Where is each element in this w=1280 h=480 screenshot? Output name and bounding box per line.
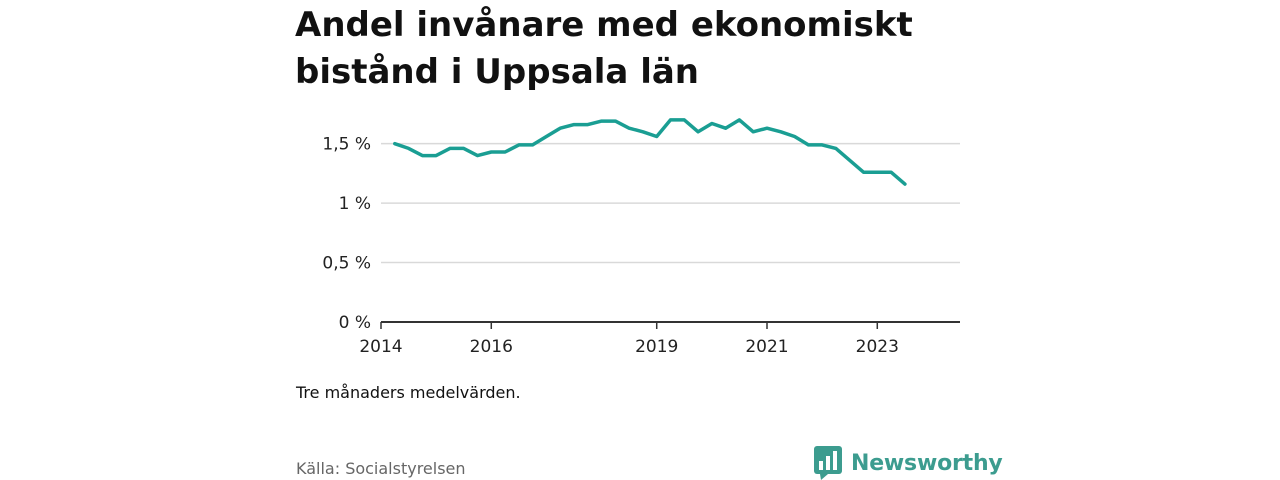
y-tick-label: 0,5 % <box>322 254 371 274</box>
y-axis-labels: 0 % 0,5 % 1 % 1,5 % <box>322 135 371 333</box>
series-layer <box>393 118 907 186</box>
line-chart: 0 % 0,5 % 1 % 1,5 % 2014 2016 2019 2021 2023 <box>322 118 960 357</box>
grid-lines <box>381 142 960 264</box>
brand-logo: Newsworthy <box>814 446 1003 480</box>
brand-name: Newsworthy <box>851 450 1003 476</box>
newsworthy-chart-icon <box>814 446 842 480</box>
x-tick-label: 2021 <box>745 337 788 357</box>
source-text: Källa: Socialstyrelsen <box>296 459 466 478</box>
x-axis-ticks: 2014 2016 2019 2021 2023 <box>359 322 899 357</box>
x-tick-label: 2016 <box>470 337 513 357</box>
y-tick-label: 1,5 % <box>322 135 371 155</box>
chart-title: Andel invånare med ekonomiskt bistånd i … <box>295 5 913 92</box>
y-tick-label: 1 % <box>339 194 371 214</box>
y-tick-label: 0 % <box>339 313 371 333</box>
chart-note: Tre månaders medelvärden. <box>296 383 521 402</box>
series-line <box>393 118 907 186</box>
x-tick-label: 2023 <box>856 337 899 357</box>
x-tick-label: 2019 <box>635 337 678 357</box>
x-tick-label: 2014 <box>359 337 402 357</box>
